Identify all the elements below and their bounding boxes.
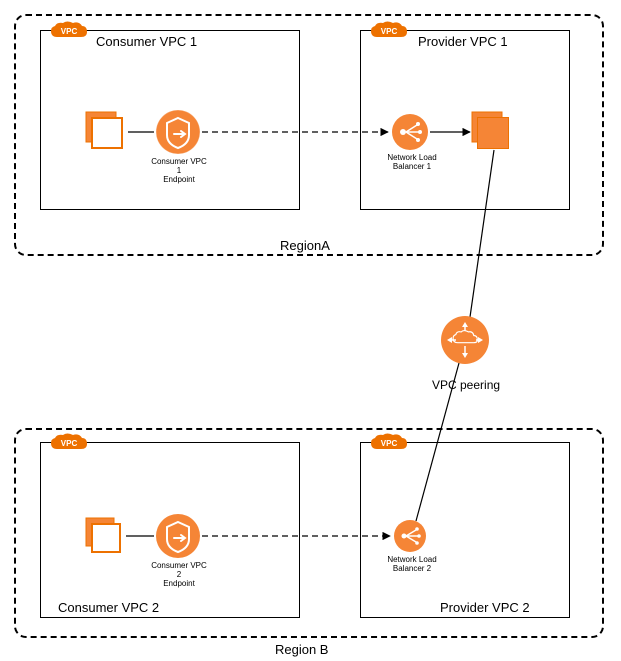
endpoint-2-label: Consumer VPC 2Endpoint (148, 562, 210, 588)
provider-vpc-1-title: Provider VPC 1 (418, 34, 508, 49)
svg-text:VPC: VPC (381, 27, 398, 36)
consumer-vpc-1-title: Consumer VPC 1 (96, 34, 197, 49)
nlb-1-label: Network LoadBalancer 1 (384, 154, 440, 172)
consumer-vpc-2: VPC (40, 442, 300, 618)
provider-vpc-2-title: Provider VPC 2 (440, 600, 530, 615)
vpc-badge-icon: VPC (369, 21, 409, 41)
region-b-label: Region B (275, 642, 328, 657)
provider-vpc-2: VPC (360, 442, 570, 618)
svg-text:VPC: VPC (61, 439, 78, 448)
provider-vpc-1: VPC (360, 30, 570, 210)
vpc-badge-icon: VPC (49, 433, 89, 453)
vpc-badge-icon: VPC (49, 21, 89, 41)
nlb-2-label: Network LoadBalancer 2 (384, 556, 440, 574)
endpoint-1-label: Consumer VPC 1Endpoint (148, 158, 210, 184)
svg-text:VPC: VPC (381, 439, 398, 448)
vpc-peering-label: VPC peering (432, 378, 500, 392)
consumer-vpc-2-title: Consumer VPC 2 (58, 600, 159, 615)
region-a-label: RegionA (280, 238, 330, 253)
svg-text:VPC: VPC (61, 27, 78, 36)
vpc-badge-icon: VPC (369, 433, 409, 453)
vpc-peering-icon (441, 316, 489, 364)
